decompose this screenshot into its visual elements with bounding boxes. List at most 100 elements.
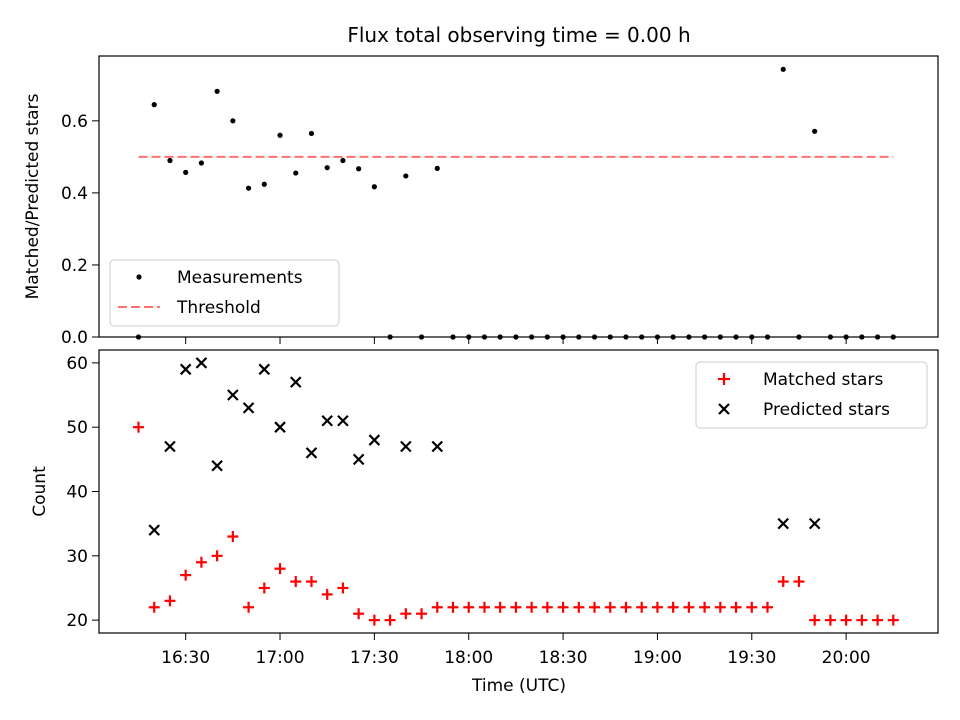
x-axis-label: Time (UTC) <box>471 676 566 696</box>
predicted-star-point <box>242 402 255 414</box>
matched-star-point <box>274 563 286 575</box>
matched-star-point <box>510 601 522 613</box>
predicted-star-point <box>148 524 161 536</box>
matched-star-point <box>478 601 490 613</box>
matched-star-point <box>195 556 207 568</box>
matched-star-point <box>620 601 632 613</box>
matched-star-point <box>824 614 836 626</box>
top-y-tick-label: 0.4 <box>61 184 88 204</box>
predicted-x-b <box>289 376 302 388</box>
measurement-point <box>245 185 252 191</box>
bottom-legend-box <box>695 361 928 429</box>
top-legend: Measurements Threshold <box>109 259 340 327</box>
measurement-point <box>340 157 346 164</box>
measurement-point <box>230 118 236 124</box>
bottom-y-tick-label: 50 <box>66 418 88 438</box>
matched-star-point <box>589 601 601 613</box>
x-tick-label: 18:30 <box>539 648 588 668</box>
matched-star-point <box>321 588 333 600</box>
matched-star-point <box>243 601 255 613</box>
predicted-star-point <box>305 447 318 459</box>
legend-measurements-label: Measurements <box>177 268 303 288</box>
predicted-star-point <box>258 363 271 376</box>
matched-star-point <box>384 614 396 626</box>
predicted-x-b <box>242 402 255 414</box>
matched-star-point <box>353 608 365 620</box>
measurement-point <box>356 166 362 172</box>
matched-star-point <box>872 614 884 626</box>
matched-star-point <box>840 614 852 626</box>
matched-star-point <box>777 576 789 588</box>
measurement-point <box>434 165 440 171</box>
x-tick-label: 19:00 <box>633 648 682 668</box>
matched-star-point <box>856 614 868 626</box>
matched-star-point <box>211 550 223 562</box>
predicted-star-point <box>179 363 192 376</box>
bottom-y-tick-label: 30 <box>66 547 88 567</box>
predicted-star-point <box>321 414 333 427</box>
matched-star-point <box>447 601 459 613</box>
top-y-tick-label: 0.2 <box>61 256 88 276</box>
matched-star-point <box>258 582 270 594</box>
predicted-star-point <box>808 517 821 530</box>
predicted-star-point <box>211 459 223 472</box>
top-legend-box <box>109 259 340 327</box>
top-y-ticks: 0.0 0.2 0.4 0.6 <box>61 112 99 348</box>
predicted-star-point <box>368 434 381 446</box>
predicted-x-b <box>148 524 161 536</box>
measurement-point <box>261 181 267 187</box>
top-y-axis-label: Matched/Predicted stars <box>23 93 43 299</box>
x-tick-label: 17:00 <box>256 648 305 668</box>
matched-star-point <box>793 576 805 588</box>
x-tick-label: 20:00 <box>822 648 871 668</box>
measurement-point <box>812 128 818 134</box>
measurement-point <box>371 184 377 190</box>
predicted-x-b <box>274 421 286 433</box>
top-y-tick-label: 0.6 <box>61 112 88 132</box>
predicted-star-point <box>337 414 349 427</box>
matched-star-point <box>337 582 349 594</box>
predicted-x-b <box>227 389 239 401</box>
measurement-point <box>403 173 409 179</box>
measurement-point <box>151 102 157 108</box>
predicted-star-point <box>289 376 302 388</box>
matched-star-point <box>573 601 585 613</box>
bottom-y-tick-label: 60 <box>66 354 88 374</box>
bottom-y-axis-label: Count <box>30 466 50 517</box>
predicted-star-point <box>274 421 286 433</box>
matched-star-point <box>604 601 616 613</box>
bottom-axes-frame <box>98 349 939 634</box>
top-plot: 0.0 0.2 0.4 0.6 Matched/Predicted stars Mea… <box>23 55 939 348</box>
predicted-x-b <box>211 459 223 472</box>
predicted-star-point <box>164 440 176 453</box>
predicted-star-point <box>777 517 790 530</box>
legend-predicted-label: Predicted stars <box>763 400 890 420</box>
matched-star-point <box>636 601 648 613</box>
matched-star-point <box>746 601 758 613</box>
legend-threshold-label: Threshold <box>176 298 261 318</box>
predicted-x-b <box>195 357 208 369</box>
matched-star-point <box>762 601 773 613</box>
matched-star-point <box>368 614 380 626</box>
matched-star-point <box>148 601 160 613</box>
measurement-point <box>324 165 330 171</box>
bottom-legend: Matched stars Predicted stars <box>695 361 928 429</box>
matched-star-point <box>541 601 553 613</box>
matched-star-point <box>164 595 176 607</box>
predicted-star-point <box>227 389 239 401</box>
matched-star-point <box>180 569 192 581</box>
bottom-y-tick-label: 40 <box>66 483 88 503</box>
predicted-x-b <box>368 434 381 446</box>
matched-star-point <box>305 576 317 588</box>
bottom-data-marks <box>133 357 899 626</box>
predicted-star-point <box>400 440 412 453</box>
bottom-x-ticks: 16:30 17:00 17:30 18:00 18:30 19:00 19:30 20:00 <box>161 633 871 668</box>
predicted-x-b <box>431 440 444 453</box>
x-tick-label: 17:30 <box>350 648 399 668</box>
matched-star-point <box>431 601 443 613</box>
top-axes-frame <box>98 55 939 338</box>
bottom-y-tick-label: 20 <box>66 611 88 631</box>
predicted-x-b <box>258 363 271 376</box>
legend-matched-marker <box>718 373 730 385</box>
